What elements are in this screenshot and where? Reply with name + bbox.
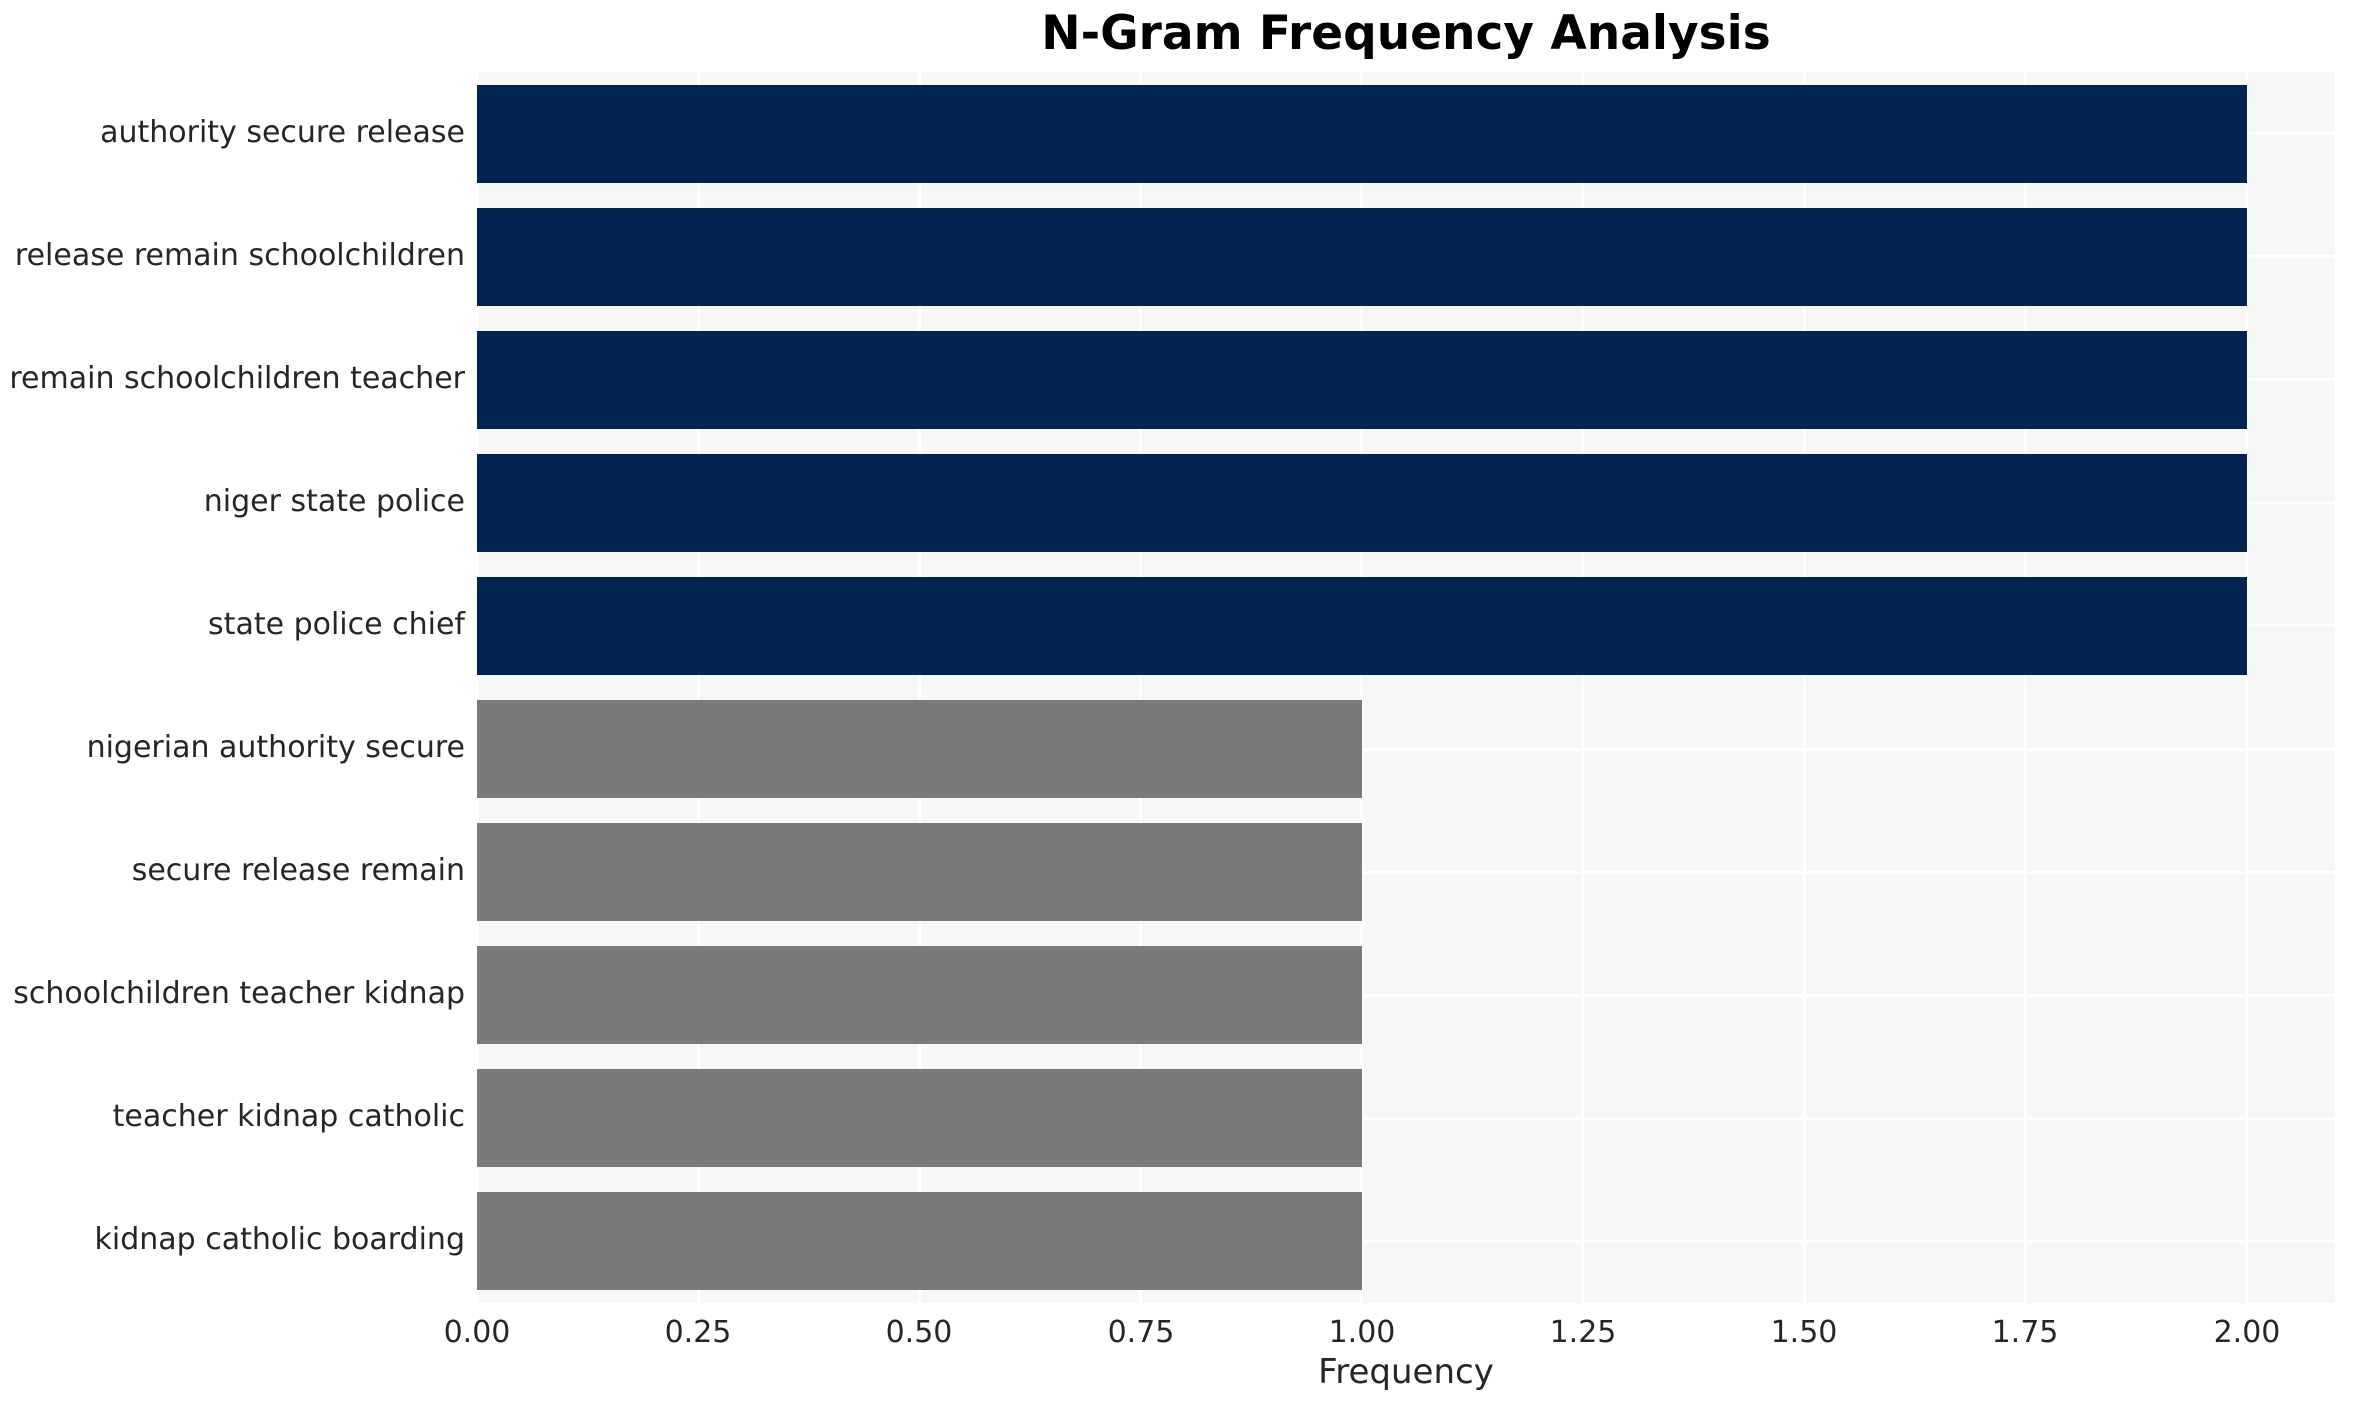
x-gridline — [697, 72, 700, 1303]
x-gridline — [1803, 72, 1806, 1303]
x-tick-label: 2.00 — [2213, 1315, 2281, 1350]
bar-niger-state-police — [477, 454, 2247, 552]
chart-title: N-Gram Frequency Analysis — [1041, 6, 1771, 61]
bar-secure-release-remain — [477, 823, 1362, 921]
x-gridline — [1139, 72, 1142, 1303]
y-tick-label: secure release remain — [131, 853, 465, 888]
y-tick-label: release remain schoolchildren — [14, 238, 465, 273]
x-tick-label: 1.50 — [1770, 1315, 1838, 1350]
y-tick-label: remain schoolchildren teacher — [9, 361, 465, 396]
y-tick-label: state police chief — [208, 607, 465, 642]
y-gridline — [477, 994, 2335, 997]
y-gridline — [477, 871, 2335, 874]
y-gridline — [477, 1117, 2335, 1120]
y-tick-label: teacher kidnap catholic — [112, 1099, 465, 1134]
x-tick-label: 0.00 — [443, 1315, 511, 1350]
y-gridline — [477, 1240, 2335, 1243]
y-tick-label: schoolchildren teacher kidnap — [13, 976, 465, 1011]
x-tick-label: 1.75 — [1991, 1315, 2059, 1350]
bar-schoolchildren-teacher-kidnap — [477, 946, 1362, 1044]
x-tick-label: 1.00 — [1328, 1315, 1396, 1350]
bar-remain-schoolchildren-teacher — [477, 331, 2247, 429]
x-tick-label: 0.50 — [885, 1315, 953, 1350]
bar-release-remain-schoolchildren — [477, 208, 2247, 306]
x-tick-label: 0.75 — [1107, 1315, 1175, 1350]
bar-kidnap-catholic-boarding — [477, 1192, 1362, 1290]
x-gridline — [476, 72, 479, 1303]
y-tick-label: niger state police — [203, 484, 465, 519]
x-tick-label: 0.25 — [664, 1315, 732, 1350]
bar-state-police-chief — [477, 577, 2247, 675]
x-tick-label: 1.25 — [1549, 1315, 1617, 1350]
x-axis-label: Frequency — [1318, 1352, 1494, 1392]
x-gridline — [918, 72, 921, 1303]
bar-teacher-kidnap-catholic — [477, 1069, 1362, 1167]
y-tick-label: nigerian authority secure — [86, 730, 465, 765]
x-gridline — [2245, 72, 2248, 1303]
plot-area — [476, 72, 2335, 1303]
y-tick-label: authority secure release — [100, 115, 465, 150]
x-gridline — [1581, 72, 1584, 1303]
bar-nigerian-authority-secure — [477, 700, 1362, 798]
bar-authority-secure-release — [477, 85, 2247, 183]
y-tick-label: kidnap catholic boarding — [94, 1222, 465, 1257]
x-gridline — [1360, 72, 1363, 1303]
x-gridline — [2024, 72, 2027, 1303]
y-gridline — [477, 748, 2335, 751]
